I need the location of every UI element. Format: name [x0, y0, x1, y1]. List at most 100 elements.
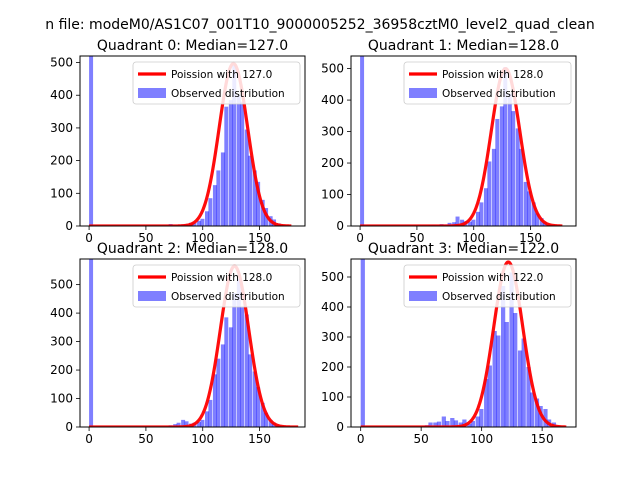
subplot-title: Quadrant 2: Median=128.0	[97, 241, 288, 257]
histogram-bar	[462, 419, 467, 427]
y-tick-label: 300	[321, 125, 344, 139]
histogram-bar	[268, 419, 273, 427]
legend-bar-swatch	[138, 291, 166, 301]
histogram-bar	[433, 422, 438, 427]
y-tick-label: 400	[50, 306, 73, 320]
histogram-bar	[504, 322, 509, 427]
observed-distribution-bars	[89, 259, 284, 427]
legend: Poission with 122.0 Observed distribution	[403, 264, 572, 308]
legend-label-observed: Observed distribution	[442, 291, 556, 303]
y-tick-label: 200	[321, 156, 344, 170]
x-tick-label: 150	[531, 432, 554, 446]
y-tick-label: 400	[321, 300, 344, 314]
histogram-bar	[453, 420, 459, 427]
histogram-bar	[527, 191, 532, 226]
y-tick-label: 400	[321, 93, 344, 107]
axes-frame	[79, 55, 306, 227]
y-tick-label: 0	[336, 420, 344, 434]
histogram-bar	[468, 221, 473, 226]
histogram-bar	[483, 188, 488, 226]
legend-label-poisson: Poission with 128.0	[171, 272, 272, 284]
histogram-bar	[515, 128, 520, 226]
histogram-bar	[517, 350, 523, 427]
subplot-quadrant-0: 0 50 100 150 0 100 200 300 400 500 Quadrant 0: Med…	[50, 38, 306, 245]
histogram-bar	[441, 416, 446, 427]
x-tick-label: 0	[85, 432, 93, 446]
legend-bar-swatch	[138, 88, 166, 98]
histogram-bar	[450, 418, 455, 427]
subplot-quadrant-1: 0 50 100 150 0 100 200 300 400 500 Quadrant 1: Med…	[321, 38, 577, 245]
y-tick-label: 200	[50, 363, 73, 377]
y-tick-label: 100	[321, 188, 344, 202]
histogram-bar	[220, 344, 225, 427]
histogram-bar	[205, 411, 209, 427]
x-tick-label: 100	[191, 432, 214, 446]
histogram-bar	[89, 56, 94, 226]
histogram-bar	[232, 64, 237, 226]
histogram-bar	[244, 314, 249, 427]
histogram-bar	[200, 218, 205, 226]
histogram-bar	[519, 148, 524, 226]
histogram-bar	[513, 313, 518, 427]
histogram-bar	[176, 422, 181, 427]
histogram-bar	[212, 185, 217, 226]
histogram-bar	[228, 100, 233, 226]
histogram-bar	[240, 307, 245, 427]
legend-label-poisson: Poission with 128.0	[442, 69, 543, 81]
histogram-bar	[509, 272, 514, 427]
axes-frame	[350, 258, 577, 428]
histogram-bar	[487, 365, 492, 427]
histogram-bar	[523, 181, 528, 226]
axes-frame	[79, 258, 306, 428]
observed-distribution-bars	[89, 56, 289, 226]
legend: Poission with 128.0 Observed distribution	[403, 61, 572, 105]
histogram-bar	[184, 421, 189, 427]
histogram-bar	[476, 211, 480, 226]
histogram-bar	[252, 371, 257, 427]
histogram-bar	[484, 379, 489, 427]
histogram-bar	[260, 402, 265, 427]
histogram-bar	[360, 56, 365, 226]
histogram-bar	[491, 148, 496, 226]
histogram-bar	[236, 95, 241, 226]
histogram-bar	[503, 67, 508, 226]
histogram-bar	[539, 218, 544, 226]
legend: Poission with 127.0 Observed distribution	[132, 61, 301, 105]
histogram-bar	[530, 392, 535, 427]
histogram-bar	[495, 118, 500, 226]
histogram-bar	[445, 421, 450, 427]
x-tick-label: 50	[414, 432, 429, 446]
y-tick-label: 100	[50, 186, 73, 200]
x-tick-label: 100	[462, 231, 485, 245]
x-tick-label: 100	[191, 231, 214, 245]
histogram-bar	[479, 202, 484, 226]
histogram-bar	[360, 259, 365, 427]
histogram-bar	[220, 152, 225, 226]
subplot-title: Quadrant 1: Median=128.0	[368, 38, 559, 54]
y-tick-label: 200	[321, 360, 344, 374]
y-tick-label: 400	[50, 88, 73, 102]
y-tick-label: 500	[50, 56, 73, 70]
histogram-bar	[499, 106, 504, 226]
histogram-bar	[260, 199, 265, 226]
histogram-bar	[205, 211, 209, 226]
histogram-bar	[526, 367, 531, 427]
histogram-bar	[256, 387, 261, 427]
y-tick-label: 200	[50, 154, 73, 168]
histogram-bar	[492, 331, 497, 427]
histogram-bar	[236, 278, 241, 427]
poisson-curve	[89, 61, 292, 226]
histogram-bar	[479, 409, 484, 427]
histogram-bar	[256, 181, 261, 226]
y-tick-label: 500	[50, 278, 73, 292]
histogram-bar	[197, 220, 202, 226]
histogram-bar	[252, 170, 257, 226]
histogram-bar	[436, 421, 442, 427]
histogram-bar	[475, 416, 480, 427]
histogram-bar	[470, 421, 475, 427]
histogram-bar	[208, 198, 213, 226]
histogram-bar	[216, 358, 221, 427]
x-tick-label: 50	[138, 231, 153, 245]
